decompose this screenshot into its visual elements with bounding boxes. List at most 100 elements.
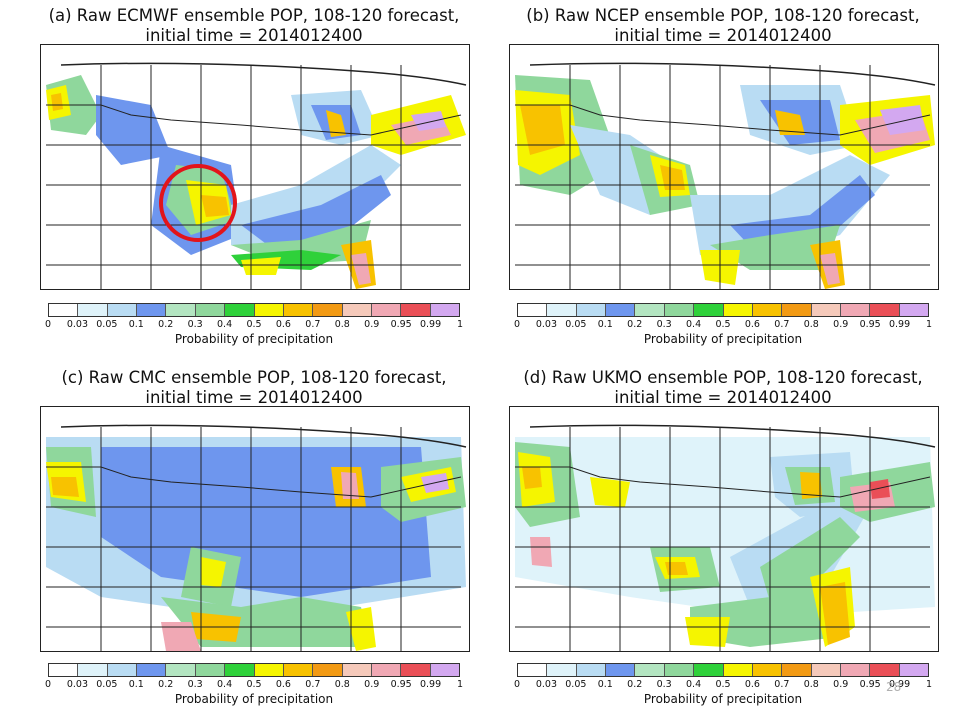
colorbar-tick-label: 0.1 [128,319,144,330]
colorbar-label: Probability of precipitation [643,692,803,706]
colorbar-swatch [664,664,695,676]
colorbar-tick-label: 0.05 [565,679,587,690]
colorbar-swatch [313,664,343,676]
colorbar-tick-label: 0.4 [217,319,233,330]
colorbar-label: Probability of precipitation [174,692,334,706]
map-frame [509,406,939,652]
colorbar-tick-label: 0.03 [66,679,88,690]
highlight-circle [159,164,237,242]
colorbar-swatch [283,304,314,316]
colorbar: Probability of precipitation 0 0.03 0.05 0.… [514,303,932,346]
colorbar-swatch [606,304,636,316]
colorbar-swatch [723,664,753,676]
colorbar-swatch [694,304,724,316]
colorbar-swatches [517,303,929,317]
colorbar-swatch [430,664,460,676]
colorbar-swatch [283,664,314,676]
colorbar-tick-label: 0 [513,679,521,690]
map-frame [509,44,939,290]
colorbar-tick-label: 0.3 [187,679,203,690]
colorbar-tick-label: 0.3 [656,319,672,330]
colorbar-swatch [811,664,841,676]
colorbar-swatch [342,664,372,676]
colorbar-swatch [137,664,167,676]
colorbar-tick-label: 0 [44,679,52,690]
colorbar-tick-label: 0.03 [535,679,557,690]
colorbar-tick-label: 0.2 [158,679,174,690]
colorbar-swatch [225,664,255,676]
colorbar-swatch [840,664,871,676]
colorbar-swatch [899,304,929,316]
colorbar-swatch [401,664,431,676]
colorbar-tick-label: 0.3 [656,679,672,690]
colorbar-swatch [547,304,577,316]
colorbar-swatch [78,304,108,316]
colorbar-tick-label: 0.9 [364,679,380,690]
colorbar-swatches [48,303,460,317]
colorbar-swatch [78,664,108,676]
panel-title: (a) Raw ECMWF ensemble POP, 108-120 fore… [48,6,460,45]
panel-title: (c) Raw CMC ensemble POP, 108-120 foreca… [61,368,447,407]
state-borders [515,424,936,651]
colorbar-swatch [254,664,284,676]
colorbar-tick-label: 0.6 [275,319,291,330]
precip-fields [46,75,466,289]
colorbar-tick-label: 0.5 [246,319,262,330]
colorbar-tick-label: 0.7 [305,319,321,330]
colorbar-swatch [49,304,79,316]
colorbar-tick-label: 0.5 [246,679,262,690]
colorbar-swatch [899,664,929,676]
colorbar-swatch [313,304,343,316]
colorbar-tick-label: 0.8 [803,319,819,330]
colorbar-swatch [782,664,812,676]
colorbar-tick-label: 0.9 [833,319,849,330]
colorbar-swatch [694,664,724,676]
colorbar-swatch [518,664,548,676]
colorbar-swatch [840,304,871,316]
colorbar: Probability of precipitation 0 0.03 0.05 0.… [513,663,933,706]
panel-title: (b) Raw NCEP ensemble POP, 108-120 forec… [526,6,920,45]
precip-fields [46,437,466,651]
colorbar-swatch [195,664,226,676]
colorbar-tick-label: 0.9 [364,319,380,330]
precip-fields [515,437,935,647]
colorbar-tick-label: 1 [456,679,464,690]
colorbar-tick-label: 0 [44,319,52,330]
colorbar-tick-label: 1 [925,679,933,690]
colorbar-tick-label: 0.7 [305,679,321,690]
colorbar-tick-label: 0.95 [859,679,881,690]
colorbar-tick-label: 0.7 [774,679,790,690]
colorbar-swatch [518,304,548,316]
colorbar-swatch [107,304,138,316]
colorbar-swatch [107,664,138,676]
colorbar-tick-label: 0.99 [888,679,911,690]
colorbar-tick-label: 0.4 [217,679,233,690]
colorbar-swatch [342,304,372,316]
panel-title: (d) Raw UKMO ensemble POP, 108-120 forec… [523,368,923,407]
map-frame [40,406,470,652]
colorbar-swatch [635,664,665,676]
colorbar-swatch [576,304,607,316]
colorbar-tick-label: 0.1 [597,319,613,330]
colorbar-swatch [166,304,196,316]
colorbar-swatch [723,304,753,316]
colorbar-swatch [254,304,284,316]
colorbar-tick-label: 0.5 [715,679,731,690]
colorbar-swatch [870,304,900,316]
colorbar-tick-label: 0.4 [686,319,702,330]
colorbar-tick-label: 0.95 [390,679,412,690]
colorbar: Probability of precipitation 0 0.03 0.05 0.… [44,663,464,706]
state-borders [46,424,467,651]
colorbar-swatch [547,664,577,676]
colorbar-tick-label: 0.99 [888,319,911,330]
colorbar-swatch [752,664,783,676]
colorbar-tick-label: 0.6 [275,679,291,690]
colorbar-swatch [137,304,167,316]
colorbar-tick-label: 0.03 [66,319,88,330]
colorbar-swatches [517,663,929,677]
pop-map-cmc [46,424,467,651]
pop-map-ecmwf [46,62,467,289]
colorbar-swatch [371,664,402,676]
colorbar-swatch [49,664,79,676]
colorbar-tick-label: 0.8 [334,319,350,330]
